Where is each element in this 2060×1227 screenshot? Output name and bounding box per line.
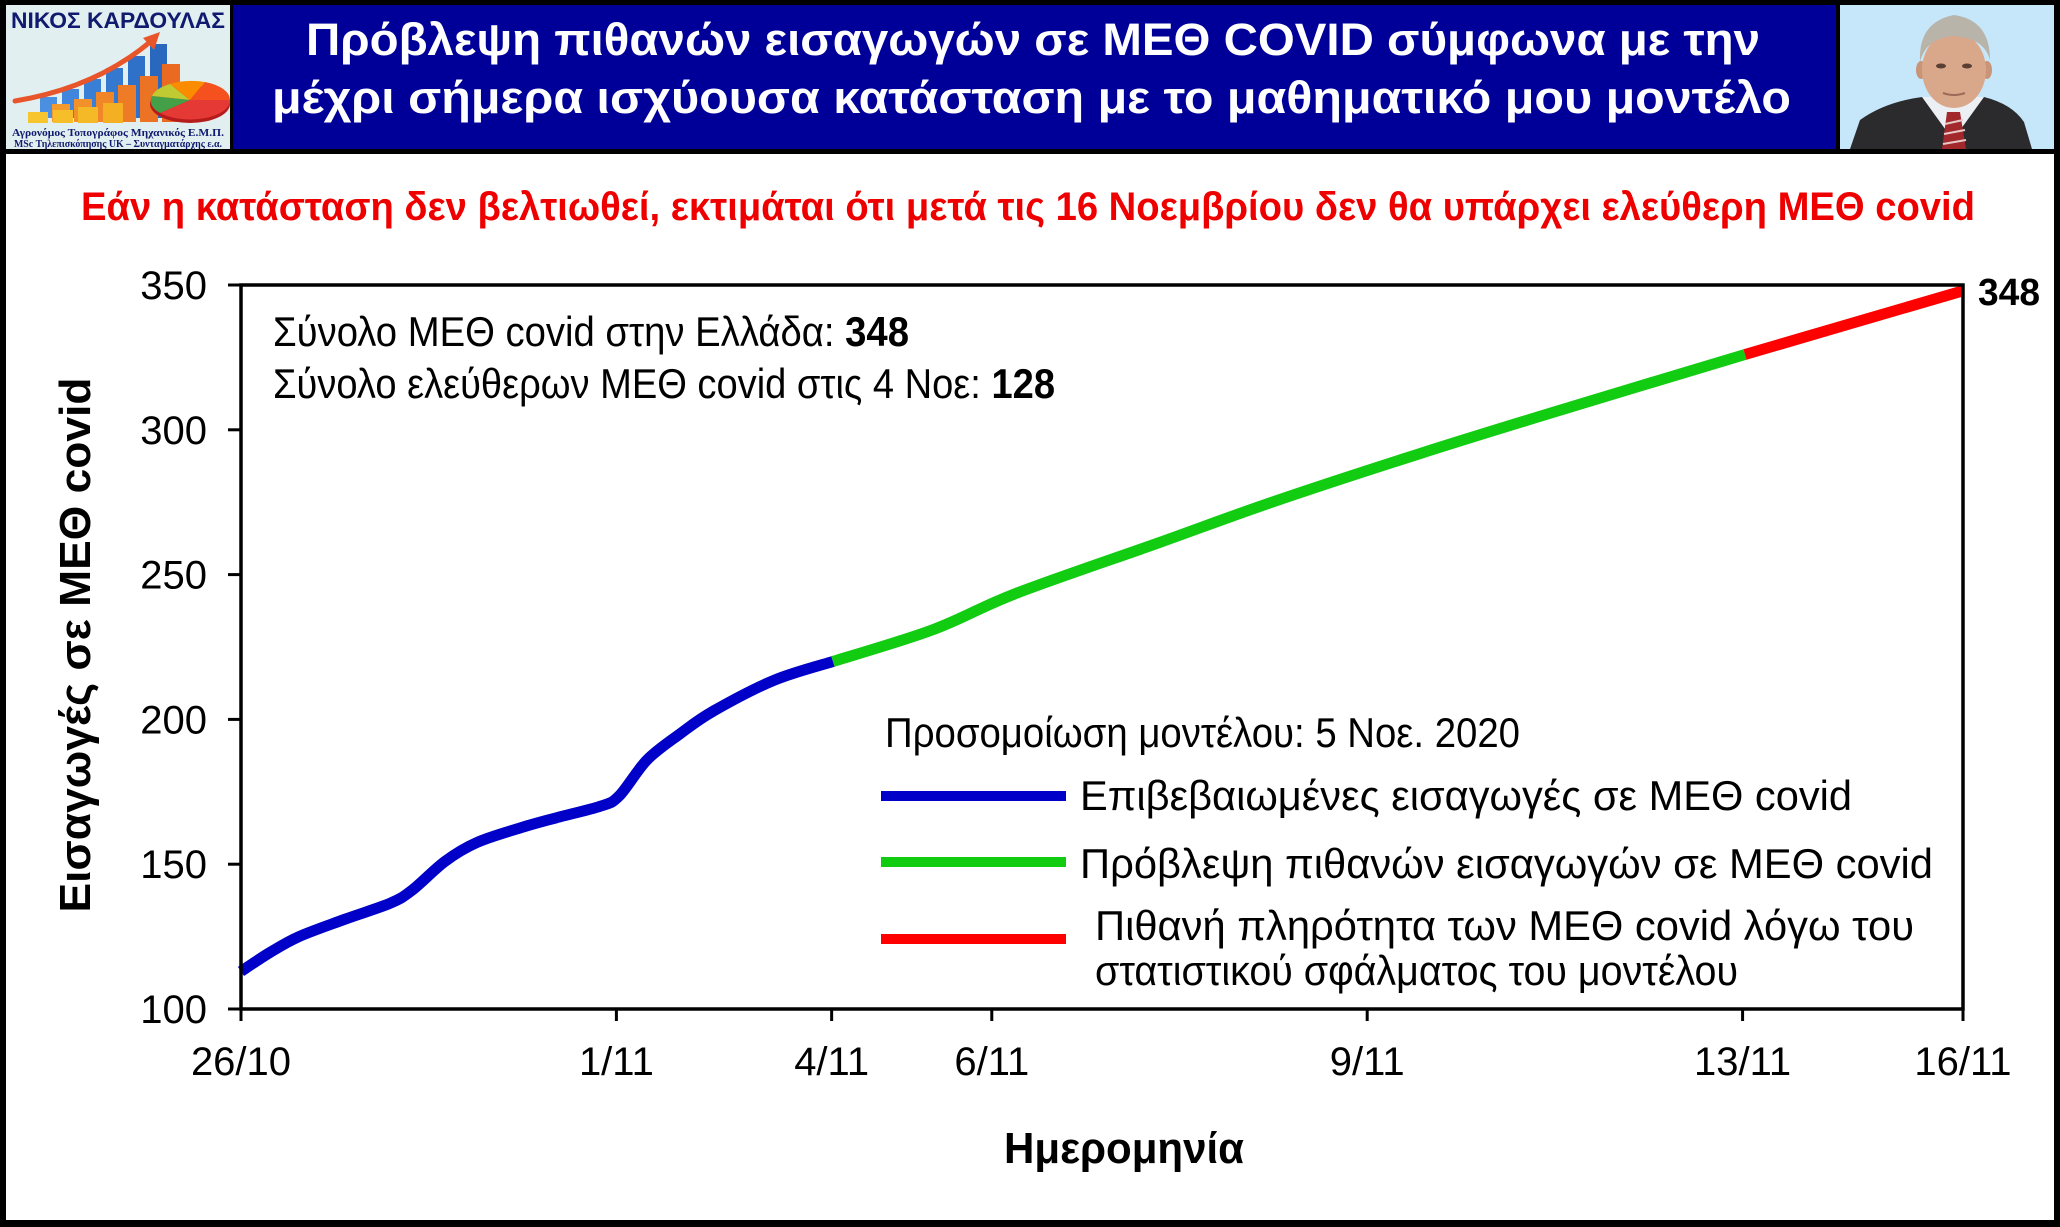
x-tick-label: 26/10 bbox=[191, 1040, 291, 1084]
x-tick-label: 6/11 bbox=[954, 1040, 1029, 1084]
total-icu-line: Σύνολο ΜΕΘ covid στην Ελλάδα: 348 bbox=[273, 308, 909, 355]
title-banner bbox=[233, 5, 1836, 149]
pie-chart-icon bbox=[150, 80, 231, 123]
legend-title: Προσομοίωση μοντέλου: 5 Νοε. 2020 bbox=[885, 709, 1520, 756]
y-tick-label: 100 bbox=[140, 988, 207, 1032]
legend-label-forecast: Πρόβλεψη πιθανών εισαγωγών σε ΜΕΘ covid bbox=[1080, 840, 1933, 887]
free-icu-value: 128 bbox=[991, 360, 1055, 407]
logo-name: ΝΙΚΟΣ ΚΑΡΔΟΥΛΑΣ bbox=[11, 8, 225, 33]
content-area bbox=[6, 154, 2054, 1220]
x-axis-title: Ημερομηνία bbox=[1004, 1124, 1244, 1173]
total-icu-value: 348 bbox=[845, 308, 909, 355]
page-title-line-2: μέχρι σήμερα ισχύουσα κατάσταση με το μα… bbox=[272, 72, 1791, 123]
line-chart: 350 300 250 200 150 100 Εισαγωγές σε ΜΕΘ… bbox=[51, 264, 2040, 1173]
y-axis: 350 300 250 200 150 100 Εισαγωγές σε ΜΕΘ… bbox=[51, 264, 241, 1032]
x-tick-label: 4/11 bbox=[794, 1040, 869, 1084]
y-axis-title: Εισαγωγές σε ΜΕΘ covid bbox=[51, 378, 100, 913]
logo-subtitle-line-2: MSc Τηλεπισκόπησης UK – Συνταγματάρχης ε… bbox=[14, 139, 222, 150]
y-tick-label: 150 bbox=[140, 843, 207, 887]
growth-arrow-icon bbox=[12, 32, 160, 104]
end-value-label: 348 bbox=[1978, 272, 2040, 314]
x-tick-label: 1/11 bbox=[579, 1040, 654, 1084]
logo: ΝΙΚΟΣ ΚΑΡΔΟΥΛΑΣ bbox=[6, 5, 231, 150]
x-tick-label: 13/11 bbox=[1694, 1040, 1791, 1084]
legend: Προσομοίωση μοντέλου: 5 Νοε. 2020 Επιβεβ… bbox=[881, 709, 1933, 994]
free-icu-line: Σύνολο ελεύθερων ΜΕΘ covid στις 4 Νοε: 1… bbox=[273, 360, 1055, 407]
logo-subtitle-line-1: Αγρονόμος Τοπογράφος Μηχανικός Ε.Μ.Π. bbox=[12, 128, 224, 139]
author-photo bbox=[1840, 5, 2054, 149]
x-tick-label: 16/11 bbox=[1914, 1040, 2011, 1084]
y-tick-label: 200 bbox=[140, 698, 207, 742]
plot-frame bbox=[239, 283, 1965, 1011]
legend-label-confirmed: Επιβεβαιωμένες εισαγωγές σε ΜΕΘ covid bbox=[1080, 772, 1852, 819]
y-tick-label: 300 bbox=[140, 409, 207, 453]
series-forecast-line bbox=[831, 349, 1747, 667]
y-tick-label: 350 bbox=[140, 264, 207, 308]
chart-subtitle-warning: Εάν η κατάσταση δεν βελτιωθεί, εκτιμάται… bbox=[81, 185, 1975, 229]
total-icu-label: Σύνολο ΜΕΘ covid στην Ελλάδα: bbox=[273, 308, 845, 355]
header: ΝΙΚΟΣ ΚΑΡΔΟΥΛΑΣ bbox=[6, 5, 2054, 150]
x-axis: 26/10 1/11 4/11 6/11 9/11 13/11 16/11 Ημ… bbox=[191, 1009, 2012, 1173]
legend-label-capacity-line-1: Πιθανή πληρότητα των ΜΕΘ covid λόγω του bbox=[1095, 902, 1914, 949]
series-capacity-line bbox=[1743, 285, 1965, 360]
x-tick-label: 9/11 bbox=[1330, 1040, 1405, 1084]
page-title-line-1: Πρόβλεψη πιθανών εισαγωγών σε ΜΕΘ COVID … bbox=[306, 14, 1760, 65]
info-annotation: Σύνολο ΜΕΘ covid στην Ελλάδα: 348 Σύνολο… bbox=[273, 308, 1055, 407]
legend-label-capacity-line-2: στατιστικού σφάλματος του μοντέλου bbox=[1095, 947, 1738, 994]
free-icu-label: Σύνολο ελεύθερων ΜΕΘ covid στις 4 Νοε: bbox=[273, 360, 991, 407]
series-confirmed-line bbox=[237, 656, 835, 976]
y-tick-label: 250 bbox=[140, 554, 207, 598]
